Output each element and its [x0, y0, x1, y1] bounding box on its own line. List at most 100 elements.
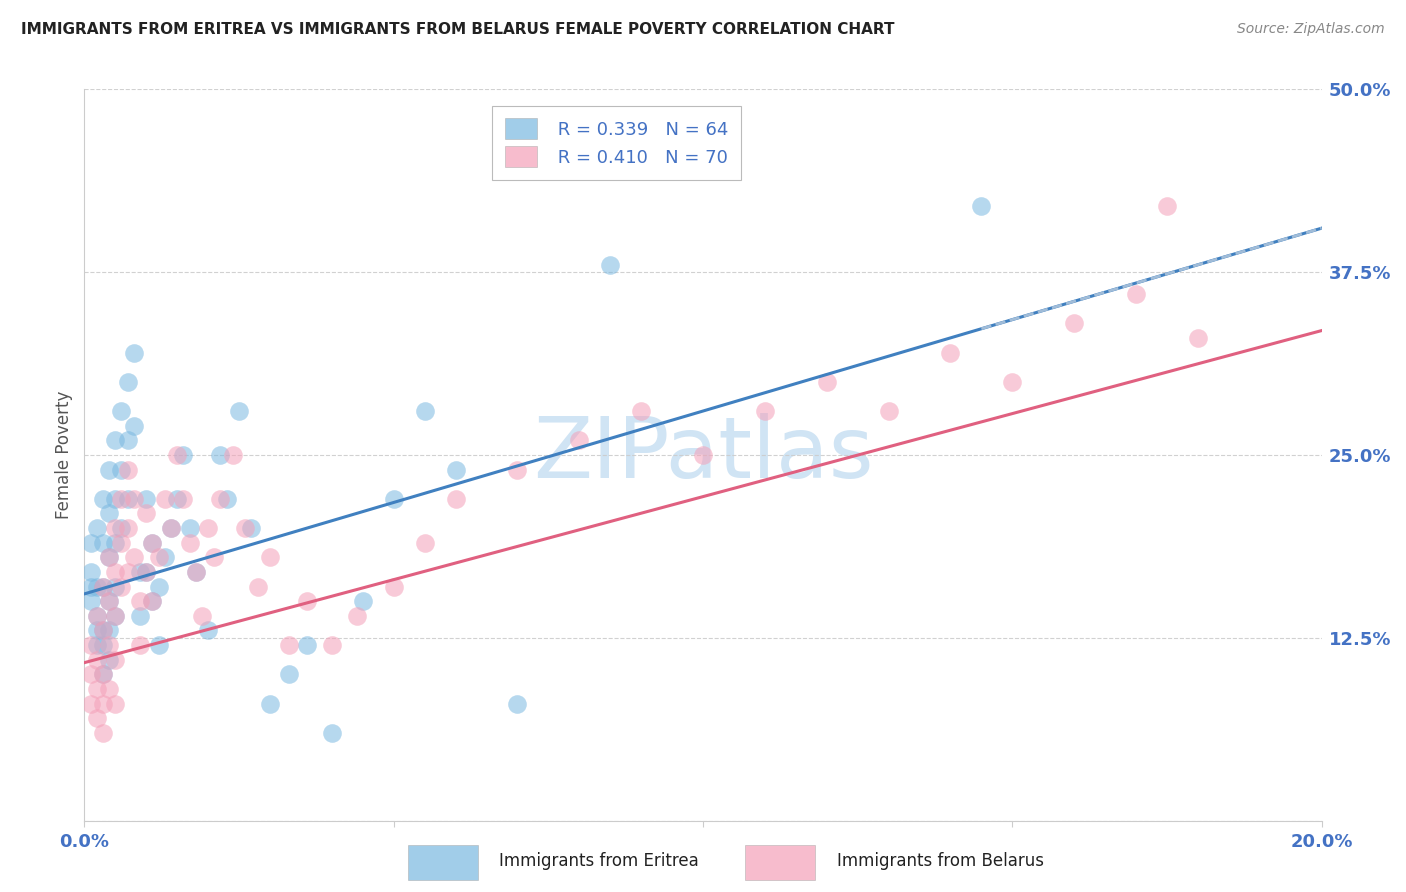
- Point: [79, 638, 101, 652]
- Point: [222, 448, 245, 462]
- Point: [179, 521, 201, 535]
- Point: [346, 608, 368, 623]
- Text: Source: ZipAtlas.com: Source: ZipAtlas.com: [1237, 22, 1385, 37]
- Point: [382, 580, 405, 594]
- Point: [202, 550, 225, 565]
- FancyBboxPatch shape: [408, 846, 478, 880]
- Point: [110, 462, 132, 476]
- Point: [148, 580, 170, 594]
- Point: [117, 491, 139, 506]
- Point: [110, 535, 132, 549]
- Point: [98, 507, 121, 521]
- Point: [153, 491, 176, 506]
- Point: [104, 565, 127, 579]
- Point: [98, 550, 121, 565]
- Point: [129, 638, 152, 652]
- Point: [104, 653, 127, 667]
- Point: [246, 580, 269, 594]
- Point: [382, 491, 405, 506]
- Point: [79, 565, 101, 579]
- Point: [209, 491, 232, 506]
- Point: [91, 638, 114, 652]
- Point: [91, 580, 114, 594]
- Point: [79, 535, 101, 549]
- Point: [135, 565, 157, 579]
- Point: [815, 375, 838, 389]
- Point: [86, 653, 108, 667]
- Point: [141, 594, 163, 608]
- Point: [110, 580, 132, 594]
- Text: IMMIGRANTS FROM ERITREA VS IMMIGRANTS FROM BELARUS FEMALE POVERTY CORRELATION CH: IMMIGRANTS FROM ERITREA VS IMMIGRANTS FR…: [21, 22, 894, 37]
- Point: [444, 491, 467, 506]
- Point: [98, 462, 121, 476]
- Point: [135, 507, 157, 521]
- Point: [970, 199, 993, 213]
- Point: [117, 565, 139, 579]
- Point: [91, 624, 114, 638]
- FancyBboxPatch shape: [745, 846, 815, 880]
- Point: [79, 697, 101, 711]
- Point: [98, 594, 121, 608]
- Point: [184, 565, 207, 579]
- Point: [172, 448, 194, 462]
- Point: [129, 608, 152, 623]
- Point: [1187, 331, 1209, 345]
- Point: [692, 448, 714, 462]
- Point: [506, 697, 529, 711]
- Point: [209, 448, 232, 462]
- Point: [129, 594, 152, 608]
- Point: [98, 653, 121, 667]
- Point: [141, 594, 163, 608]
- Point: [630, 404, 652, 418]
- Point: [599, 258, 621, 272]
- Point: [1001, 375, 1024, 389]
- Point: [91, 697, 114, 711]
- Point: [444, 462, 467, 476]
- Point: [86, 624, 108, 638]
- Point: [215, 491, 238, 506]
- Point: [148, 550, 170, 565]
- Point: [91, 726, 114, 740]
- Point: [117, 521, 139, 535]
- Text: Immigrants from Eritrea: Immigrants from Eritrea: [499, 852, 699, 870]
- Point: [754, 404, 776, 418]
- Point: [321, 726, 343, 740]
- Point: [160, 521, 183, 535]
- Point: [86, 608, 108, 623]
- Point: [117, 375, 139, 389]
- Point: [86, 681, 108, 696]
- Y-axis label: Female Poverty: Female Poverty: [55, 391, 73, 519]
- Point: [141, 535, 163, 549]
- Point: [104, 608, 127, 623]
- Point: [110, 491, 132, 506]
- Legend:  R = 0.339   N = 64,  R = 0.410   N = 70: R = 0.339 N = 64, R = 0.410 N = 70: [492, 105, 741, 180]
- Point: [352, 594, 374, 608]
- Point: [939, 345, 962, 359]
- Point: [141, 535, 163, 549]
- Point: [91, 667, 114, 681]
- Point: [98, 594, 121, 608]
- Point: [321, 638, 343, 652]
- Point: [191, 608, 214, 623]
- Point: [135, 565, 157, 579]
- Point: [122, 550, 145, 565]
- Point: [172, 491, 194, 506]
- Point: [86, 580, 108, 594]
- Point: [117, 462, 139, 476]
- Point: [79, 580, 101, 594]
- Point: [184, 565, 207, 579]
- Point: [86, 638, 108, 652]
- Point: [259, 550, 281, 565]
- Point: [148, 638, 170, 652]
- Point: [91, 580, 114, 594]
- Point: [98, 624, 121, 638]
- Point: [166, 448, 188, 462]
- Point: [277, 667, 299, 681]
- Point: [79, 667, 101, 681]
- Point: [233, 521, 256, 535]
- Point: [91, 535, 114, 549]
- Point: [104, 535, 127, 549]
- Point: [240, 521, 263, 535]
- Text: Immigrants from Belarus: Immigrants from Belarus: [837, 852, 1043, 870]
- Point: [122, 491, 145, 506]
